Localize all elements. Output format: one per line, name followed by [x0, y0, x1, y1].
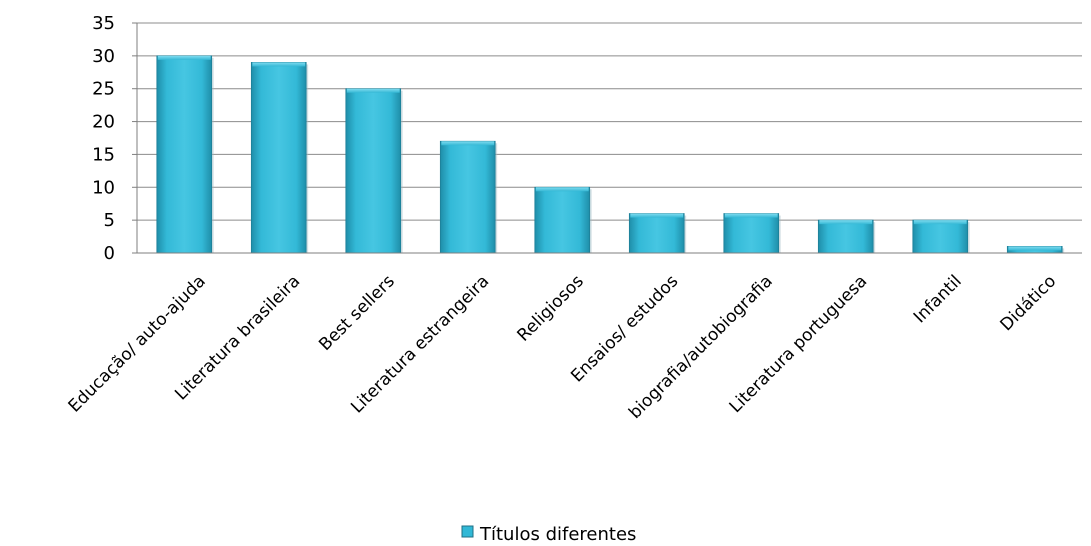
legend: Títulos diferentes: [462, 524, 636, 545]
bar-body: [724, 214, 779, 253]
bar-body: [535, 187, 590, 253]
bar-cap: [725, 214, 778, 218]
bar-body: [440, 141, 495, 253]
y-tick-label: 10: [92, 177, 115, 198]
x-tick-label: Best sellers: [315, 271, 399, 355]
x-tick-label: Infantil: [910, 271, 966, 327]
y-tick-label: 35: [92, 13, 115, 34]
y-tick-label: 30: [92, 46, 115, 67]
bar-body: [629, 214, 684, 253]
bar-body: [251, 62, 306, 253]
bar-cap: [1008, 246, 1061, 250]
bar: [251, 62, 308, 253]
bar-body: [157, 56, 212, 253]
bar: [157, 56, 214, 253]
bar-cap: [914, 220, 967, 224]
bar-body: [818, 220, 873, 253]
y-axis: 0 5 10 15 20 25 30 35: [92, 13, 137, 264]
bar-cap: [252, 62, 305, 66]
y-tick-label: 5: [104, 210, 115, 231]
bar: [818, 220, 875, 253]
bar-cap: [441, 141, 494, 145]
legend-label: Títulos diferentes: [479, 524, 636, 545]
bar-cap: [158, 56, 211, 60]
bar-body: [913, 220, 968, 253]
bar: [913, 220, 970, 253]
y-tick-label: 15: [92, 144, 115, 165]
x-tick-label: Didático: [997, 271, 1061, 335]
legend-swatch: [462, 526, 473, 537]
bar: [535, 187, 592, 253]
y-tick-label: 0: [104, 243, 115, 264]
x-tick-label: Religiosos: [514, 271, 588, 345]
bar-cap: [347, 89, 400, 93]
bar: [346, 89, 403, 253]
bar-cap: [819, 220, 872, 224]
bar-body: [346, 89, 401, 253]
bar-cap: [630, 214, 683, 218]
bar: [1007, 246, 1064, 253]
bar: [440, 141, 497, 253]
y-tick-label: 20: [92, 112, 115, 133]
bar: [724, 214, 781, 253]
y-tick-label: 25: [92, 79, 115, 100]
bar: [629, 214, 686, 253]
bar-cap: [536, 187, 589, 191]
